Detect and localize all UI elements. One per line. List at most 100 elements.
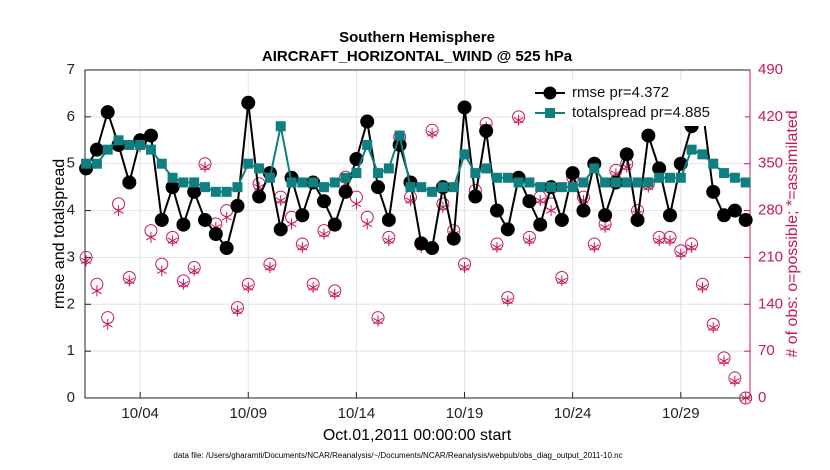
y-axis-label: rmse and totalspread bbox=[51, 159, 68, 309]
y-tick-label: 0 bbox=[67, 389, 75, 406]
spread-point bbox=[340, 172, 351, 183]
spread-point bbox=[243, 158, 254, 169]
spread-point bbox=[610, 177, 621, 188]
asterisk-stroke bbox=[697, 284, 708, 291]
obs-assimilated-point bbox=[556, 275, 567, 287]
asterisk-stroke bbox=[600, 224, 611, 231]
spread-point bbox=[546, 182, 557, 193]
rmse-point bbox=[619, 147, 634, 162]
asterisk-stroke bbox=[729, 378, 740, 385]
rmse-point bbox=[533, 217, 548, 232]
asterisk-stroke bbox=[708, 324, 719, 331]
spread-point bbox=[351, 168, 362, 179]
asterisk-stroke bbox=[81, 257, 92, 264]
asterisk-stroke bbox=[329, 291, 340, 298]
obs-assimilated-point bbox=[524, 235, 535, 247]
spread-point bbox=[719, 168, 730, 179]
spread-point bbox=[232, 182, 243, 193]
y2-tick-label: 350 bbox=[758, 155, 783, 172]
asterisk-stroke bbox=[664, 237, 675, 244]
x-tick-label: 10/14 bbox=[338, 405, 376, 422]
spread-point bbox=[394, 130, 405, 141]
obs-assimilated-point bbox=[297, 241, 308, 253]
spread-point bbox=[210, 186, 221, 197]
asterisk-stroke bbox=[535, 197, 546, 204]
footnote: data file: /Users/gharamti/Documents/NCA… bbox=[173, 451, 622, 460]
legend-marker bbox=[545, 108, 555, 118]
rmse-point bbox=[457, 100, 472, 115]
obs-assimilated-point bbox=[589, 241, 600, 253]
spread-point bbox=[729, 172, 740, 183]
asterisk-stroke bbox=[102, 321, 113, 328]
obs-assimilated-point bbox=[243, 282, 254, 294]
y2-axis-label: # of obs: o=possible; *=assimilated bbox=[784, 110, 801, 357]
obs-assimilated-point bbox=[124, 275, 135, 287]
spread-point bbox=[373, 168, 384, 179]
rmse-point bbox=[576, 203, 591, 218]
obs-assimilated-point bbox=[600, 221, 611, 233]
asterisk-stroke bbox=[156, 267, 167, 274]
rmse-point bbox=[489, 203, 504, 218]
obs-assimilated-point bbox=[546, 205, 557, 217]
obs-assimilated-point bbox=[232, 305, 243, 317]
asterisk-stroke bbox=[264, 264, 275, 271]
spread-point bbox=[286, 177, 297, 188]
obs-assimilated-point bbox=[383, 235, 394, 247]
obs-assimilated-point bbox=[697, 282, 708, 294]
obs-assimilated-point bbox=[502, 295, 513, 307]
spread-point bbox=[297, 177, 308, 188]
asterisk-stroke bbox=[221, 214, 232, 221]
asterisk-stroke bbox=[113, 207, 124, 214]
y-tick-label: 6 bbox=[67, 108, 75, 125]
asterisk-stroke bbox=[740, 394, 751, 402]
spread-point bbox=[502, 172, 513, 183]
rmse-point bbox=[500, 222, 515, 237]
y2-tick-label: 140 bbox=[758, 295, 783, 312]
rmse-point bbox=[738, 212, 753, 227]
y-tick-label: 5 bbox=[67, 155, 75, 172]
asterisk-stroke bbox=[502, 297, 513, 305]
asterisk-stroke bbox=[654, 237, 665, 244]
rmse-point bbox=[89, 142, 104, 157]
asterisk-stroke bbox=[373, 317, 384, 325]
rmse-point bbox=[381, 212, 396, 227]
obs-assimilated-point bbox=[459, 261, 470, 273]
y-tick-label: 3 bbox=[67, 248, 75, 265]
obs-assimilated-point bbox=[686, 241, 697, 253]
rmse-point bbox=[241, 95, 256, 110]
rmse-point bbox=[360, 114, 375, 129]
spread-point bbox=[427, 186, 438, 197]
spread-point bbox=[459, 149, 470, 160]
y-tick-label: 7 bbox=[67, 61, 75, 78]
spread-point bbox=[81, 158, 92, 169]
asterisk-stroke bbox=[189, 267, 200, 274]
spread-point bbox=[416, 182, 427, 193]
obs-assimilated-point bbox=[113, 205, 124, 217]
x-tick-label: 10/24 bbox=[554, 405, 592, 422]
spread-point bbox=[264, 172, 275, 183]
spread-point bbox=[513, 177, 524, 188]
spread-point bbox=[275, 121, 286, 132]
spread-point bbox=[167, 172, 178, 183]
obs-assimilated-point bbox=[275, 195, 286, 207]
spread-point bbox=[178, 177, 189, 188]
obs-assimilated-point bbox=[308, 282, 319, 294]
asterisk-stroke bbox=[546, 207, 557, 214]
obs-assimilated-point bbox=[513, 114, 524, 126]
rmse-point bbox=[662, 208, 677, 223]
spread-point bbox=[589, 163, 600, 174]
rmse-point bbox=[176, 217, 191, 232]
asterisk-stroke bbox=[308, 284, 319, 291]
spread-point bbox=[686, 144, 697, 155]
rmse-point bbox=[630, 212, 645, 227]
rmse-point bbox=[425, 241, 440, 256]
obs-assimilated-point bbox=[178, 278, 189, 290]
obs-assimilated-point bbox=[535, 195, 546, 207]
rmse-point bbox=[522, 194, 537, 209]
spread-point bbox=[578, 177, 589, 188]
spread-point bbox=[200, 182, 211, 193]
y-tick-label: 2 bbox=[67, 295, 75, 312]
rmse-point bbox=[295, 208, 310, 223]
rmse-point bbox=[371, 180, 386, 195]
